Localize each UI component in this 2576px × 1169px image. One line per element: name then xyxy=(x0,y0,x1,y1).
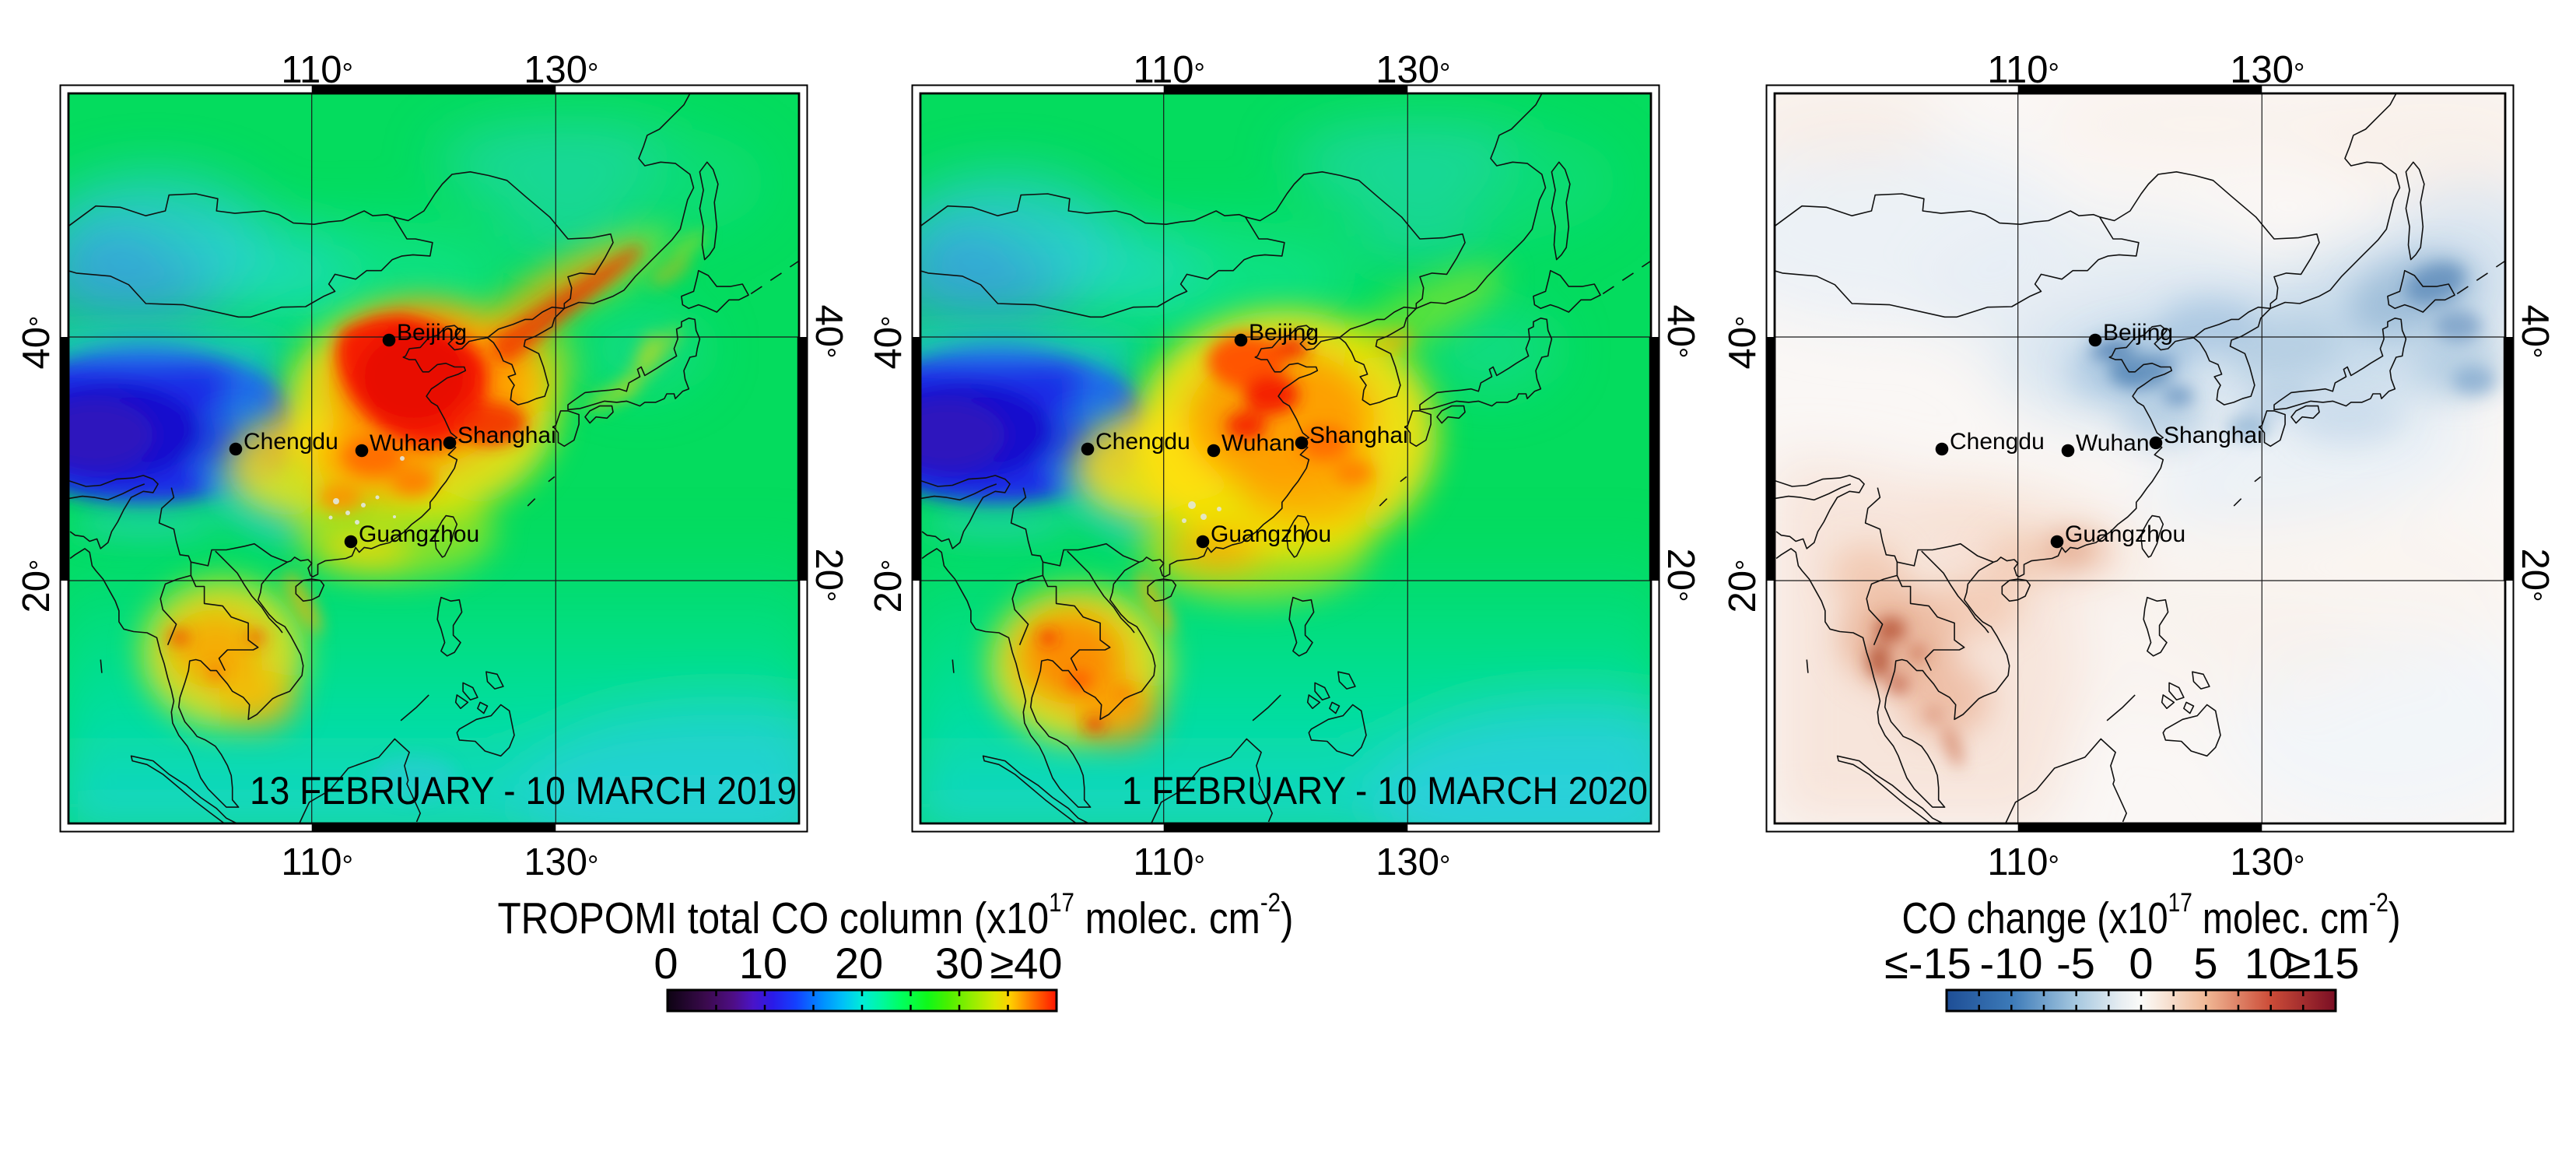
svg-text:-5: -5 xyxy=(2056,939,2095,988)
svg-text:10: 10 xyxy=(739,939,787,988)
svg-text:20: 20 xyxy=(835,939,883,988)
svg-text:CO change (x1017 molec. cm-2): CO change (x1017 molec. cm-2) xyxy=(1902,888,2401,943)
svg-text:0: 0 xyxy=(654,939,678,988)
svg-text:0: 0 xyxy=(2129,939,2153,988)
svg-text:30: 30 xyxy=(935,939,983,988)
svg-text:1 FEBRUARY - 10 MARCH 2020: 1 FEBRUARY - 10 MARCH 2020 xyxy=(1122,769,1648,813)
svg-text:≥40: ≥40 xyxy=(990,939,1062,988)
svg-text:5: 5 xyxy=(2193,939,2217,988)
svg-text:-10: -10 xyxy=(1980,939,2043,988)
svg-text:≥15: ≥15 xyxy=(2287,939,2359,988)
svg-text:10: 10 xyxy=(2245,939,2293,988)
svg-text:TROPOMI total CO column (x1017: TROPOMI total CO column (x1017 molec. cm… xyxy=(497,888,1293,943)
svg-text:≤-15: ≤-15 xyxy=(1884,939,1971,988)
svg-text:13 FEBRUARY - 10 MARCH 2019: 13 FEBRUARY - 10 MARCH 2019 xyxy=(250,769,797,813)
